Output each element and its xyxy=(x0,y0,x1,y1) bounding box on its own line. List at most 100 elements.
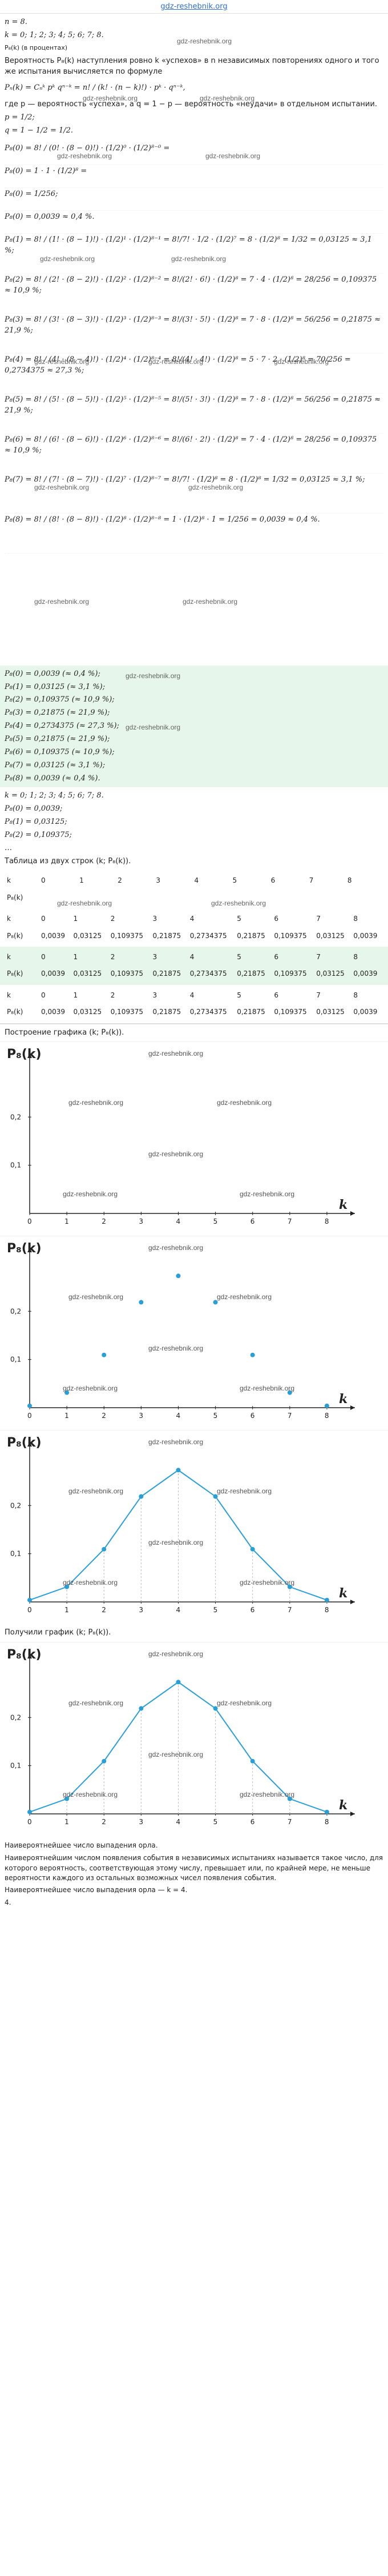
watermark: gdz-reshebnik.org xyxy=(68,1699,123,1707)
probability-table: k 0 1 2 3 4 5 6 7 8 P₈(k) xyxy=(5,872,383,906)
x-tick-label: 2 xyxy=(102,1818,106,1826)
chart-polygon: P₈(k) k 0 1 2 3 4 5 6 7 8 0,1 0,2 gdz-reshebnik.org gd… xyxy=(7,1436,355,1614)
bernoulli-formula: Pₙ(k) = Cₙᵏ pᵏ qⁿ⁻ᵏ = n! / (k! · (n − k)… xyxy=(5,83,185,93)
calc-line: P₈(4) = 8! / (4! · (8 − 4)!) · (1/2)⁴ · … xyxy=(5,354,383,394)
table-cell: 0,21875 xyxy=(237,1008,265,1016)
table-cell: 0,0039 xyxy=(353,1008,378,1016)
probability-table: k 0 1 2 3 4 5 6 7 8 P₈(k) 0,0039 0,03125… xyxy=(5,987,383,1021)
calc-line: P₈(0) = 1/256; xyxy=(5,188,383,211)
y-axis-arrow xyxy=(27,1248,32,1253)
data-point xyxy=(139,1494,144,1499)
table-cell-empty xyxy=(39,890,383,906)
y-axis-arrow xyxy=(27,1053,32,1059)
table-cell: 1 xyxy=(73,991,78,999)
chart-panel: P₈(k) k 0 1 2 3 4 5 6 7 8 0,1 0,2 gdz-reshebnik.org gd… xyxy=(0,1041,388,1236)
watermark: gdz-reshebnik.org xyxy=(148,1750,203,1758)
summary-line: P₈(1) = 0,03125; xyxy=(5,818,67,827)
table-cell: 5 xyxy=(237,952,241,961)
table-cell: 6 xyxy=(274,991,278,999)
k-values: k = 0; 1; 2; 3; 4; 5; 6; 7; 8. xyxy=(5,30,104,39)
watermark: gdz-reshebnik.org xyxy=(183,597,238,606)
table-caption: Таблица из двух строк (k; P₈(k)). xyxy=(5,856,131,866)
data-point xyxy=(27,1598,32,1603)
table-cell: 0,03125 xyxy=(316,931,345,940)
table-cell: 0,0039 xyxy=(41,1008,65,1016)
x-tick-label: 2 xyxy=(102,1606,106,1614)
conclusion-answer: Наивероятнейшее число выпадения орла — k… xyxy=(5,1886,188,1894)
watermark: gdz-reshebnik.org xyxy=(68,1487,123,1495)
data-point xyxy=(287,1585,292,1590)
data-point xyxy=(27,1404,32,1409)
chart-panel: P₈(k) k 0 1 2 3 4 5 6 7 8 0,1 0,2 gdz-reshebnik.org gd… xyxy=(0,1642,388,1836)
y-axis-arrow xyxy=(27,1442,32,1447)
table-row: P₈(k) 0,0039 0,03125 0,109375 0,21875 0,… xyxy=(5,928,383,944)
table-cell: 0,03125 xyxy=(316,969,345,978)
x-tick-label: 3 xyxy=(139,1412,143,1420)
x-tick-label: 6 xyxy=(250,1818,255,1826)
table-cell: 6 xyxy=(274,915,278,923)
x-tick-label: 8 xyxy=(325,1217,329,1225)
conclusion-heading: Наивероятнейшее число выпадения орла. xyxy=(5,1841,158,1850)
x-axis-arrow xyxy=(350,1405,355,1411)
watermark: gdz-reshebnik.org xyxy=(240,1190,294,1198)
graph-caption-section: Построение графика (k; P₈(k)). xyxy=(0,1023,388,1042)
table-cell: 3 xyxy=(152,952,157,961)
x-axis-arrow xyxy=(350,1211,355,1216)
p-value: p = 1/2; xyxy=(5,113,35,122)
y-tick-label: 0,2 xyxy=(10,1308,21,1316)
table-cell: 3 xyxy=(156,876,160,885)
x-tick-label: 8 xyxy=(325,1606,329,1614)
summary-line: P₈(2) = 0,109375; xyxy=(5,830,72,839)
watermark: gdz-reshebnik.org xyxy=(63,1790,118,1798)
table-cell: 8 xyxy=(353,952,358,961)
n-value: n = 8. xyxy=(5,18,27,26)
calc-line: P₈(5) = 8! / (5! · (8 − 5)!) · (1/2)⁵ · … xyxy=(5,394,383,434)
row-label-p: P₈(k) xyxy=(7,931,23,940)
got-graph-section: Получили график (k; P₈(k)). xyxy=(0,1624,388,1642)
table-cell: 8 xyxy=(353,915,358,923)
table-cell: 2 xyxy=(118,876,122,885)
where-text: где p — вероятность «успеха», а q = 1 − … xyxy=(5,100,377,109)
x-tick-label: 4 xyxy=(176,1412,180,1420)
table-row: k 0 1 2 3 4 5 6 7 8 xyxy=(5,911,383,927)
watermark: gdz-reshebnik.org xyxy=(217,1699,272,1707)
table-cell: 0,109375 xyxy=(274,1008,307,1016)
table-cell: 1 xyxy=(73,952,78,961)
calc-line: P₈(0) = 1 · 1 · (1/2)⁸ = xyxy=(5,165,383,188)
data-point xyxy=(287,1391,292,1396)
table-cell: 2 xyxy=(110,991,115,999)
x-tick-label: 6 xyxy=(250,1606,255,1614)
watermark: gdz-reshebnik.org xyxy=(68,1099,123,1107)
table-cell: 1 xyxy=(79,876,84,885)
row-label-p: P₈(k) xyxy=(7,893,23,902)
table-cell: 0,21875 xyxy=(152,931,181,940)
table-cell: 6 xyxy=(274,952,278,961)
chart-panel: P₈(k) k 0 1 2 3 4 5 6 7 8 0,1 0,2 gdz-reshebnik.org gd… xyxy=(0,1430,388,1624)
table-cell: 8 xyxy=(347,876,352,885)
table-cell: 0,0039 xyxy=(41,931,65,940)
y-tick-label: 0,1 xyxy=(10,1762,21,1770)
x-tick-label: 1 xyxy=(64,1217,69,1225)
watermark: gdz-reshebnik.org xyxy=(63,1384,118,1392)
watermark: gdz-reshebnik.org xyxy=(240,1384,294,1392)
chart-final: P₈(k) k 0 1 2 3 4 5 6 7 8 0,1 0,2 gdz-reshebnik.org gd… xyxy=(7,1648,355,1826)
row-label-k: k xyxy=(7,952,11,961)
x-tick-label: 5 xyxy=(213,1412,218,1420)
data-point xyxy=(250,1547,255,1552)
data-point xyxy=(250,1353,255,1358)
table-cell: 6 xyxy=(270,876,276,885)
table-cell: 5 xyxy=(237,991,241,999)
chart-panel: P₈(k) k 0 1 2 3 4 5 6 7 8 0,1 0,2 gdz-reshebnik.org gd… xyxy=(0,1236,388,1430)
summary-k-line: k = 0; 1; 2; 3; 4; 5; 6; 7; 8. xyxy=(5,791,104,800)
y-axis-arrow xyxy=(27,1654,32,1659)
result-line: P₈(8) = 0,0039 (≈ 0,4 %). xyxy=(5,774,100,783)
table-cell: 0,109375 xyxy=(110,969,143,978)
site-link[interactable]: gdz-reshebnik.org xyxy=(160,2,228,11)
table-cell: 0,109375 xyxy=(274,969,307,978)
watermark: gdz-reshebnik.org xyxy=(240,1790,294,1798)
row-label-k: k xyxy=(7,876,11,885)
table-cell: 0 xyxy=(41,952,46,961)
table-cell: 0,2734375 xyxy=(189,969,227,978)
row-label-p: P₈(k) xyxy=(7,1008,23,1016)
data-point xyxy=(139,1300,144,1305)
